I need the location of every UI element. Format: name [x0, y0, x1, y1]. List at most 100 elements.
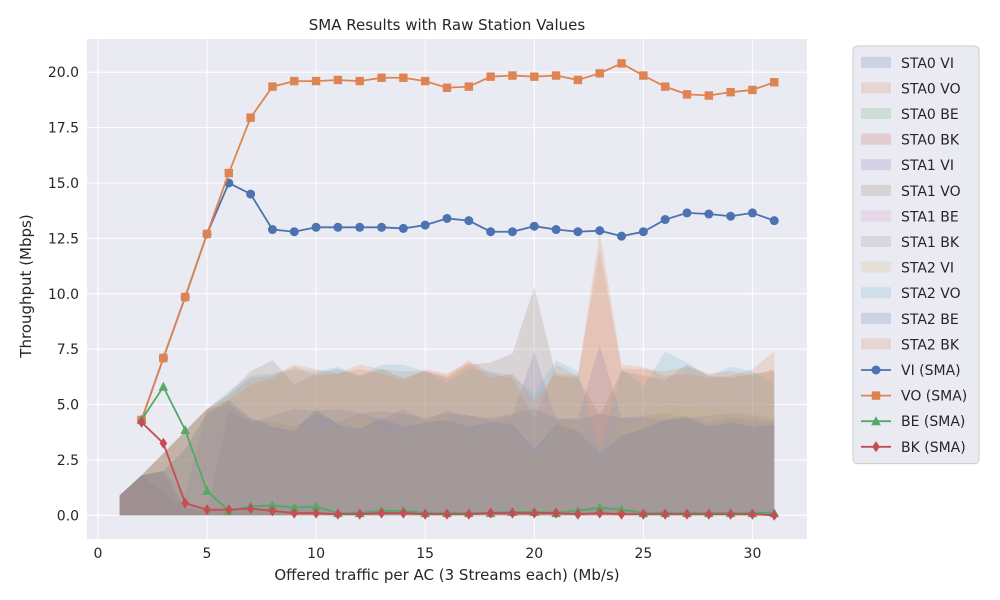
legend-label-sta0-be: STA0 BE — [901, 107, 959, 123]
legend-label-sta2-vi: STA2 VI — [901, 261, 954, 277]
point-bk-sma — [421, 508, 429, 520]
y-tick-label: 0.0 — [57, 508, 79, 524]
point-vi-sma — [420, 220, 430, 230]
point-vo-sma — [660, 82, 670, 91]
legend-swatch-sta1-vo — [861, 184, 891, 196]
point-vo-sma — [595, 69, 604, 78]
legend-label-sta1-vo: STA1 VO — [901, 184, 961, 200]
x-axis-label: Offered traffic per AC (3 Streams each) … — [274, 566, 619, 584]
point-vi-sma — [747, 208, 757, 218]
point-bk-sma — [508, 507, 517, 519]
x-tick-label: 20 — [525, 546, 543, 562]
legend-label-sta0-vo: STA0 VO — [901, 81, 961, 97]
point-vi-sma — [769, 216, 779, 226]
legend-label-vi-sma: VI (SMA) — [901, 363, 961, 379]
point-vi-sma — [486, 227, 496, 237]
point-vo-sma — [770, 77, 779, 87]
legend: STA0 VI STA0 VO STA0 BE STA0 BK STA1 VI STA1 … — [852, 45, 980, 465]
point-vi-sma — [529, 221, 539, 231]
point-vi-sma — [246, 189, 256, 199]
legend-label-sta1-be: STA1 BE — [901, 209, 959, 225]
point-bk-sma — [181, 497, 189, 509]
point-vi-sma — [442, 213, 452, 223]
point-vi-sma — [355, 222, 365, 232]
point-bk-sma — [595, 507, 604, 519]
x-tick-label: 5 — [203, 546, 212, 562]
point-bk-sma — [225, 504, 233, 516]
legend-label-sta2-be: STA2 BE — [901, 312, 959, 328]
point-vo-sma — [224, 168, 234, 178]
point-bk-sma — [159, 437, 168, 449]
point-vo-sma — [246, 113, 255, 122]
point-bk-sma — [399, 507, 408, 519]
x-tick-label: 15 — [416, 546, 434, 562]
point-bk-sma — [486, 507, 495, 519]
legend-marker-vi-sma — [871, 365, 881, 375]
point-vo-sma — [290, 76, 299, 86]
point-bk-sma — [552, 507, 560, 519]
point-bk-sma — [639, 508, 648, 520]
point-bk-sma — [355, 508, 364, 520]
legend-label-sta2-bk: STA2 BK — [901, 337, 960, 353]
point-vo-sma — [377, 73, 386, 82]
point-bk-sma — [683, 508, 691, 520]
point-bk-sma — [443, 508, 451, 520]
point-vo-sma — [551, 71, 561, 80]
point-vo-sma — [486, 72, 495, 81]
point-bk-sma — [465, 508, 473, 520]
point-vi-sma — [311, 222, 321, 232]
legend-label-sta0-bk: STA0 BK — [901, 133, 960, 149]
point-vi-sma — [704, 209, 714, 219]
point-vo-sma — [704, 91, 714, 100]
y-axis-label: Throughput (Mbps) — [17, 214, 35, 358]
point-be-sma — [267, 500, 278, 510]
legend-swatch-sta2-bk — [861, 338, 891, 350]
point-vo-sma — [530, 72, 539, 81]
y-tick-label: 17.5 — [48, 121, 79, 137]
legend-label-sta2-vo: STA2 VO — [901, 286, 961, 302]
point-be-sma — [180, 425, 190, 435]
point-be-sma — [311, 501, 321, 511]
area-sta1-be — [119, 470, 775, 516]
x-tick-label: 0 — [93, 546, 102, 562]
point-vi-sma — [507, 227, 517, 237]
point-vo-sma — [311, 76, 321, 86]
point-vi-sma — [682, 208, 692, 218]
point-bk-sma — [705, 508, 713, 520]
point-bk-sma — [137, 416, 146, 428]
point-vi-sma — [333, 222, 343, 232]
area-sta2-be — [119, 400, 775, 516]
point-vi-sma — [398, 223, 408, 233]
point-bk-sma — [770, 509, 779, 521]
point-bk-sma — [377, 507, 386, 519]
y-tick-label: 2.5 — [57, 453, 79, 469]
point-vo-sma — [159, 353, 168, 363]
legend-label-vo-sma: VO (SMA) — [901, 389, 967, 405]
point-bk-sma — [661, 508, 669, 520]
point-vo-sma — [202, 229, 212, 239]
x-tick-label: 30 — [744, 546, 762, 562]
point-vo-sma — [748, 85, 757, 95]
point-bk-sma — [334, 508, 342, 520]
point-vo-sma — [442, 83, 452, 92]
point-vi-sma — [289, 227, 299, 237]
point-vo-sma — [617, 59, 626, 68]
legend-swatch-sta0-vo — [861, 82, 891, 94]
x-tick-label: 10 — [307, 546, 325, 562]
legend-marker-vo-sma — [871, 391, 881, 400]
area-sta2-bk — [119, 249, 775, 516]
point-vi-sma — [551, 225, 561, 235]
point-bk-sma — [290, 507, 299, 519]
legend-swatch-sta1-be — [861, 210, 891, 222]
point-vi-sma — [617, 231, 627, 241]
legend-swatch-sta2-be — [861, 312, 891, 324]
point-vo-sma — [508, 71, 517, 80]
point-vo-sma — [399, 73, 408, 82]
point-vi-sma — [660, 215, 670, 225]
point-bk-sma — [312, 507, 320, 519]
point-bk-sma — [726, 508, 735, 520]
legend-marker-bk-sma — [872, 441, 880, 453]
chart-title: SMA Results with Raw Station Values — [309, 16, 586, 34]
point-be-sma — [594, 502, 605, 512]
area-sta1-vo — [119, 287, 775, 516]
